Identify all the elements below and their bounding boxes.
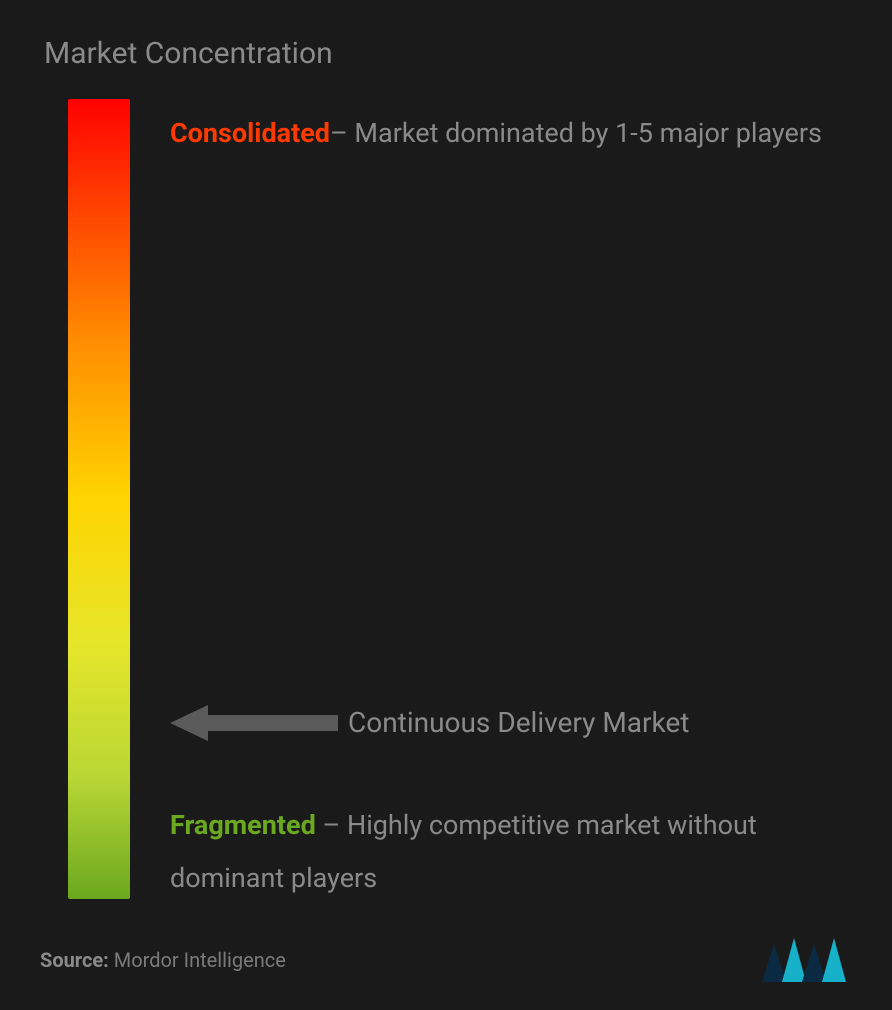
pointer-row: Continuous Delivery Market	[170, 703, 870, 743]
pointer-label: Continuous Delivery Market	[348, 705, 689, 741]
source-value: Mordor Intelligence	[109, 948, 286, 972]
consolidated-strong: Consolidated	[170, 117, 330, 149]
footer: Source: Mordor Intelligence	[40, 938, 852, 982]
fragmented-label-block: Fragmented – Highly competitive market w…	[170, 799, 870, 904]
fragmented-description: Fragmented – Highly competitive market w…	[170, 799, 870, 904]
infographic-container: Market Concentration Consolidated– Marke…	[0, 0, 892, 1010]
source-label: Source:	[40, 948, 109, 972]
brand-logo-icon	[762, 938, 852, 982]
source-attribution: Source: Mordor Intelligence	[40, 948, 286, 972]
concentration-gradient-bar	[68, 99, 130, 899]
consolidated-label-block: Consolidated– Market dominated by 1-5 ma…	[170, 107, 870, 160]
consolidated-rest: – Market dominated by 1-5 major players	[330, 117, 822, 149]
fragmented-strong: Fragmented	[170, 809, 316, 841]
pointer-arrow-icon	[170, 703, 340, 743]
market-pointer-block: Continuous Delivery Market	[170, 703, 870, 743]
chart-area: Consolidated– Market dominated by 1-5 ma…	[40, 99, 852, 899]
consolidated-description: Consolidated– Market dominated by 1-5 ma…	[170, 107, 870, 160]
chart-title: Market Concentration	[44, 36, 852, 71]
